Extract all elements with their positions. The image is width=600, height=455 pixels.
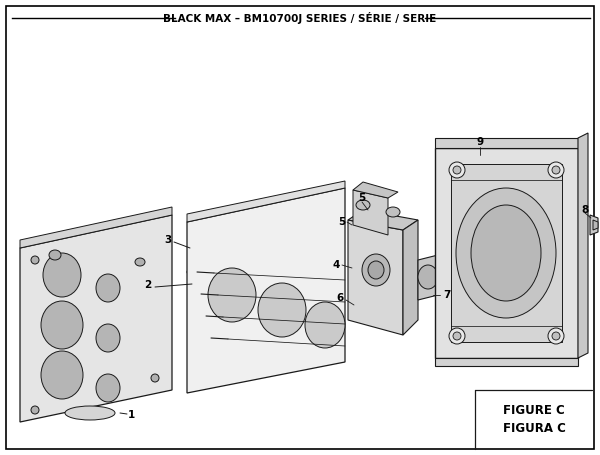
Polygon shape <box>578 133 588 358</box>
Text: 7: 7 <box>443 290 451 300</box>
Polygon shape <box>590 215 598 235</box>
Ellipse shape <box>31 406 39 414</box>
Ellipse shape <box>548 328 564 344</box>
Ellipse shape <box>65 406 115 420</box>
Ellipse shape <box>96 274 120 302</box>
Text: 2: 2 <box>145 280 152 290</box>
Ellipse shape <box>471 205 541 301</box>
Ellipse shape <box>362 254 390 286</box>
Text: 5: 5 <box>358 193 365 203</box>
Ellipse shape <box>552 332 560 340</box>
Text: 1: 1 <box>128 410 135 420</box>
Polygon shape <box>187 188 345 393</box>
Ellipse shape <box>208 268 256 322</box>
Text: 9: 9 <box>476 137 484 147</box>
Ellipse shape <box>187 268 197 275</box>
Text: 5: 5 <box>338 217 345 227</box>
Ellipse shape <box>191 290 201 298</box>
Ellipse shape <box>49 250 61 260</box>
Polygon shape <box>418 255 438 300</box>
Ellipse shape <box>449 162 465 178</box>
Ellipse shape <box>456 188 556 318</box>
Ellipse shape <box>305 302 345 348</box>
Ellipse shape <box>31 256 39 264</box>
Text: 8: 8 <box>581 205 589 215</box>
Ellipse shape <box>201 334 211 342</box>
Ellipse shape <box>386 207 400 217</box>
Polygon shape <box>451 164 562 342</box>
Text: 4: 4 <box>332 260 340 270</box>
Ellipse shape <box>368 261 384 279</box>
Ellipse shape <box>258 283 306 337</box>
Polygon shape <box>435 358 578 366</box>
Ellipse shape <box>453 166 461 174</box>
Text: 6: 6 <box>337 293 344 303</box>
Polygon shape <box>348 210 418 230</box>
Polygon shape <box>348 220 403 335</box>
Ellipse shape <box>418 265 438 289</box>
Ellipse shape <box>41 351 83 399</box>
Polygon shape <box>353 190 388 235</box>
Ellipse shape <box>43 253 81 297</box>
Polygon shape <box>353 182 398 198</box>
Ellipse shape <box>196 313 206 319</box>
Ellipse shape <box>41 301 83 349</box>
Ellipse shape <box>548 162 564 178</box>
Ellipse shape <box>151 374 159 382</box>
Polygon shape <box>435 138 578 148</box>
Polygon shape <box>403 220 418 335</box>
Polygon shape <box>593 220 598 230</box>
Text: FIGURA C: FIGURA C <box>503 421 565 435</box>
Ellipse shape <box>453 332 461 340</box>
Ellipse shape <box>356 200 370 210</box>
Polygon shape <box>20 215 172 422</box>
Polygon shape <box>20 207 172 248</box>
Text: FIGURE C: FIGURE C <box>503 404 565 416</box>
Ellipse shape <box>96 324 120 352</box>
Ellipse shape <box>449 328 465 344</box>
Ellipse shape <box>96 374 120 402</box>
Text: 3: 3 <box>164 235 172 245</box>
Ellipse shape <box>552 166 560 174</box>
Polygon shape <box>187 181 345 222</box>
Text: BLACK MAX – BM10700J SERIES / SÉRIE / SERIE: BLACK MAX – BM10700J SERIES / SÉRIE / SE… <box>163 12 437 24</box>
Ellipse shape <box>135 258 145 266</box>
Polygon shape <box>435 148 578 358</box>
